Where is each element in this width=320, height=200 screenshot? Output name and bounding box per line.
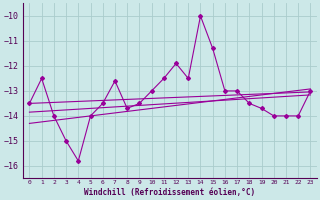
X-axis label: Windchill (Refroidissement éolien,°C): Windchill (Refroidissement éolien,°C) (84, 188, 255, 197)
